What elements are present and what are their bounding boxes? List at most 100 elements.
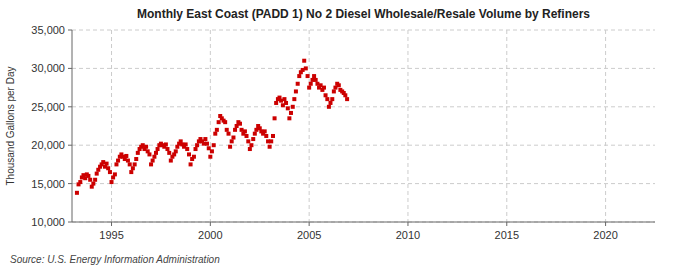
point [230,139,234,143]
tick-label: 20,000 [31,139,65,151]
point [289,111,293,115]
point [304,66,308,70]
point [105,162,109,166]
point [124,154,128,158]
point [114,162,118,166]
point [152,155,156,159]
point [337,83,341,87]
point [91,182,95,186]
point [147,152,151,156]
tick-mark [407,222,408,226]
point [325,97,329,101]
point [215,128,219,132]
tick-label: 30,000 [31,62,65,74]
point [134,157,138,161]
y-axis-label: Thousand Gallons per Day [5,67,16,186]
point [332,89,336,93]
point [187,152,191,156]
grid-line [111,30,112,222]
point [231,136,235,140]
point [194,147,198,151]
point [246,139,250,143]
point [167,151,171,155]
tick-label: 2005 [297,229,321,241]
grid-line [605,30,606,222]
point [302,59,306,63]
grid-line [72,183,655,184]
point [75,191,79,195]
point [309,82,313,86]
point [251,137,255,141]
point [322,86,326,90]
tick-label: 2000 [198,229,222,241]
grid-line [72,68,655,69]
tick-label: 1995 [99,229,123,241]
tick-mark [68,30,72,31]
grid-line [72,106,655,107]
point [154,151,158,155]
point [149,162,153,166]
point [165,147,169,151]
plot-area [72,30,655,222]
point [233,128,237,132]
tick-label: 2020 [593,229,617,241]
point [271,134,275,138]
grid-line [210,30,211,222]
point [312,74,316,78]
point [296,82,300,86]
point [345,97,349,101]
point [238,122,242,126]
point [78,180,82,184]
point [205,142,209,146]
point [192,155,196,159]
point [291,105,295,109]
point [282,97,286,101]
point [249,143,253,147]
point [227,132,231,136]
point [184,142,188,146]
point [185,147,189,151]
grid-line [407,30,408,222]
point [86,174,90,178]
x-axis-line [72,222,655,223]
grid [72,30,655,222]
point [151,159,155,163]
point [208,155,212,159]
point [327,105,331,109]
point [307,86,311,90]
point [144,145,148,149]
point [223,120,227,124]
point [95,172,99,176]
tick-label: 35,000 [31,24,65,36]
point [169,159,173,163]
title: Monthly East Coast (PADD 1) No 2 Diesel … [137,7,590,21]
point [195,143,199,147]
point [189,162,193,166]
tick-label: 2010 [396,229,420,241]
tick-label: 10,000 [31,216,65,228]
point [131,166,135,170]
point [263,129,267,133]
point [314,78,318,82]
point [269,139,273,143]
point [228,145,232,149]
point [133,162,137,166]
point [287,116,291,120]
point [264,134,268,138]
tick-mark [605,222,606,226]
point [343,93,347,97]
tick-mark [68,106,72,107]
grid-line [309,30,310,222]
tick-mark [68,183,72,184]
point [108,170,112,174]
point [294,89,298,93]
point [274,101,278,105]
tick-mark [210,222,211,226]
point [174,149,178,153]
point [284,101,288,105]
point [225,128,229,132]
point [212,143,216,147]
point [268,145,272,149]
point [116,159,120,163]
point [88,178,92,182]
